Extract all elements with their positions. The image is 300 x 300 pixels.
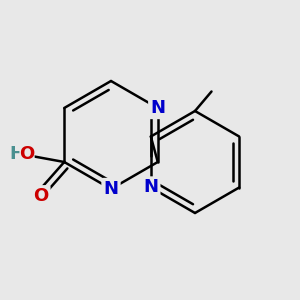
Text: N: N <box>143 178 158 196</box>
Text: H: H <box>9 145 24 163</box>
Text: O: O <box>20 145 35 163</box>
Text: O: O <box>34 187 49 205</box>
Text: N: N <box>150 99 165 117</box>
Text: N: N <box>103 180 118 198</box>
